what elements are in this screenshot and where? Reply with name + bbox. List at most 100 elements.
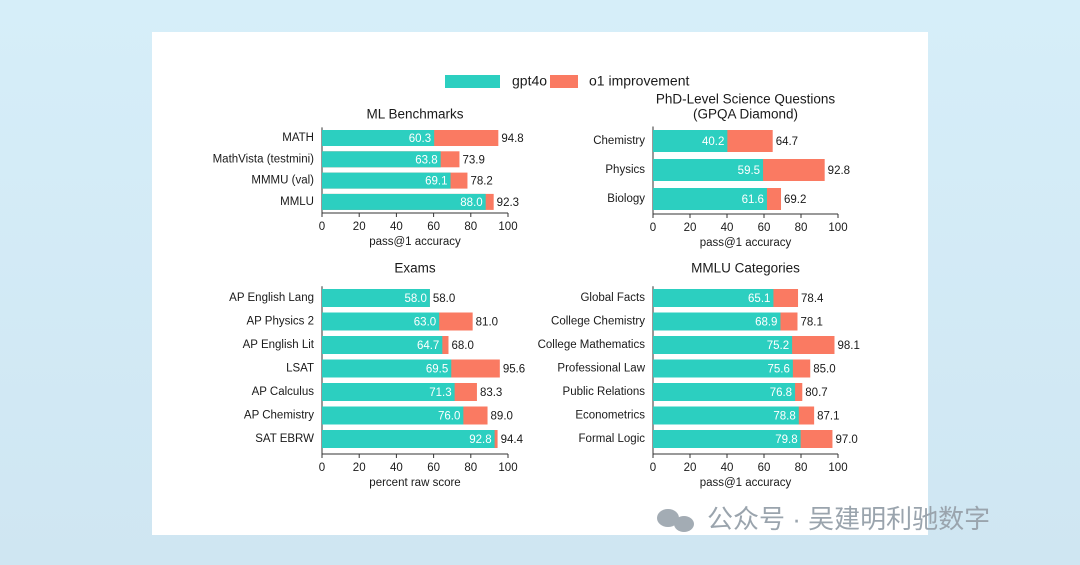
value-label: 80.7 (805, 387, 827, 399)
value-label: 58.0 (404, 293, 426, 305)
x-tick-label: 80 (464, 221, 477, 233)
value-label: 75.6 (767, 364, 789, 376)
bar (322, 151, 441, 168)
value-label: 40.2 (702, 136, 724, 148)
x-tick-label: 40 (390, 462, 403, 474)
value-label: 69.1 (425, 176, 447, 188)
x-tick-label: 80 (795, 222, 808, 234)
y-tick-label: Formal Logic (579, 433, 646, 445)
y-tick-label: Professional Law (557, 363, 645, 375)
y-tick-label: Econometrics (575, 410, 645, 422)
value-label: 63.8 (415, 154, 437, 166)
watermark-icon (657, 509, 694, 532)
bar (653, 312, 781, 331)
value-label: 98.1 (837, 340, 859, 352)
bar (653, 188, 767, 210)
bar (653, 359, 793, 378)
x-tick-label: 40 (721, 462, 734, 474)
x-tick-label: 80 (464, 462, 477, 474)
value-label: 64.7 (417, 340, 439, 352)
bar (653, 430, 801, 448)
x-tick-label: 100 (498, 462, 517, 474)
value-label: 61.6 (742, 194, 764, 206)
value-label: 65.1 (748, 293, 770, 305)
value-label: 92.8 (469, 434, 491, 446)
legend-label: o1 improvement (589, 73, 689, 89)
value-label: 78.4 (801, 293, 824, 305)
x-tick-label: 100 (828, 222, 847, 234)
value-label: 92.8 (828, 165, 850, 177)
bar (653, 406, 799, 425)
y-tick-label: SAT EBRW (255, 433, 314, 445)
value-label: 76.0 (438, 411, 460, 423)
y-tick-label: Chemistry (593, 135, 645, 147)
y-tick-label: Physics (605, 164, 645, 176)
y-tick-label: MathVista (testmini) (213, 153, 315, 165)
bar (322, 383, 455, 401)
chart-title: PhD-Level Science Questions (656, 92, 836, 107)
bar (322, 336, 443, 354)
y-tick-label: AP Chemistry (244, 410, 314, 422)
x-tick-label: 100 (498, 221, 517, 233)
x-tick-label: 60 (427, 462, 440, 474)
value-label: 68.9 (755, 317, 777, 329)
x-tick-label: 60 (758, 222, 771, 234)
x-tick-label: 0 (319, 462, 325, 474)
value-label: 83.3 (480, 387, 502, 399)
value-label: 78.1 (800, 317, 822, 329)
value-label: 78.8 (773, 411, 795, 423)
value-label: 60.3 (409, 133, 431, 145)
bar (322, 193, 486, 210)
value-label: 75.2 (767, 340, 789, 352)
y-tick-label: MMMU (val) (251, 175, 314, 187)
value-label: 94.8 (501, 133, 523, 145)
bar (322, 312, 440, 331)
value-label: 95.6 (503, 364, 525, 376)
value-label: 78.2 (470, 176, 492, 188)
x-axis-label: pass@1 accuracy (700, 237, 792, 249)
chart-title: ML Benchmarks (366, 107, 463, 122)
x-tick-label: 40 (721, 222, 734, 234)
x-tick-label: 40 (390, 221, 403, 233)
value-label: 94.4 (501, 434, 524, 446)
x-axis-label: pass@1 accuracy (369, 236, 461, 248)
watermark: 公众号 · 吴建明利驰数字 (707, 504, 990, 534)
bar (653, 289, 774, 307)
value-label: 58.0 (433, 293, 455, 305)
y-tick-label: Public Relations (563, 386, 646, 398)
value-label: 68.0 (451, 340, 473, 352)
x-tick-label: 60 (427, 221, 440, 233)
bar (653, 336, 793, 354)
x-axis-label: percent raw score (369, 477, 460, 489)
value-label: 69.2 (784, 194, 806, 206)
x-tick-label: 20 (684, 462, 697, 474)
bar (322, 289, 430, 307)
chart-title: Exams (394, 261, 436, 276)
value-label: 59.5 (738, 165, 760, 177)
x-tick-label: 80 (795, 462, 808, 474)
legend-swatch (550, 75, 578, 88)
x-tick-label: 20 (353, 221, 366, 233)
y-tick-label: Global Facts (580, 292, 645, 304)
bar (322, 130, 435, 146)
value-label: 97.0 (835, 434, 857, 446)
value-label: 81.0 (476, 317, 498, 329)
y-tick-label: College Chemistry (551, 316, 645, 328)
bar (653, 130, 728, 152)
y-tick-label: College Mathematics (538, 339, 646, 351)
x-tick-label: 20 (684, 222, 697, 234)
x-tick-label: 0 (650, 222, 656, 234)
y-tick-label: MMLU (280, 196, 314, 208)
y-tick-label: LSAT (286, 363, 314, 375)
y-tick-label: AP Physics 2 (246, 316, 314, 328)
value-label: 63.0 (414, 317, 436, 329)
y-tick-label: AP English Lit (243, 339, 315, 351)
x-tick-label: 60 (758, 462, 771, 474)
value-label: 92.3 (497, 197, 519, 209)
value-label: 87.1 (817, 411, 839, 423)
value-label: 79.8 (775, 434, 797, 446)
value-label: 64.7 (776, 136, 798, 148)
y-tick-label: AP English Lang (229, 292, 314, 304)
bar (322, 172, 451, 189)
